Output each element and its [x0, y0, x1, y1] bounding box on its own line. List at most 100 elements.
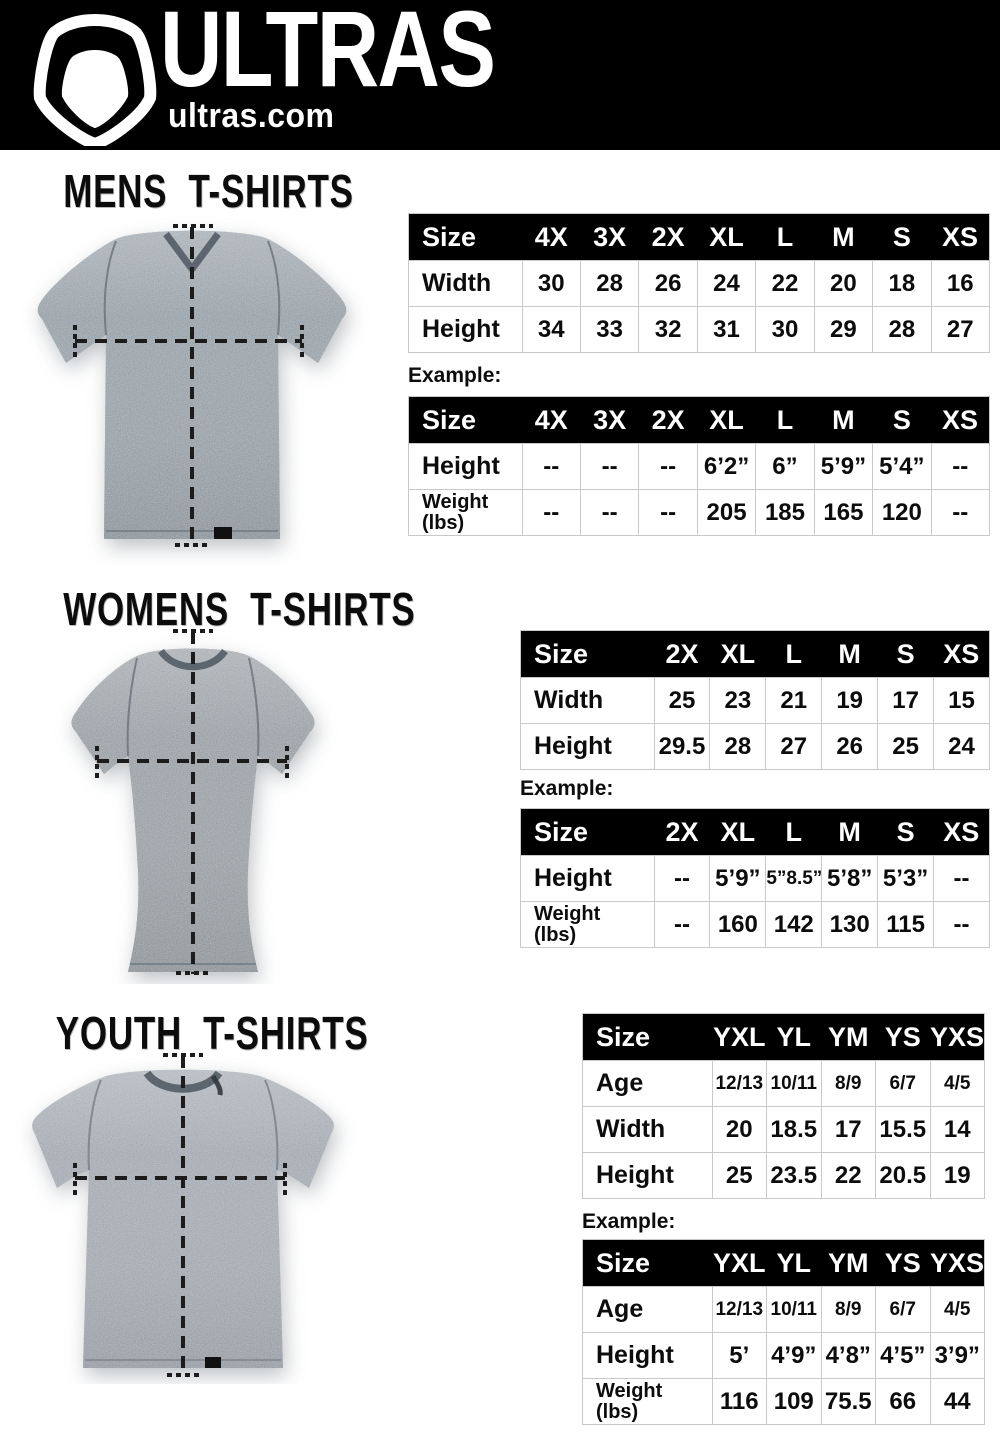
- cell-value: 28: [872, 306, 932, 353]
- cell-value: 130: [821, 901, 879, 948]
- col-header-xs: XS: [933, 808, 990, 856]
- row-label: Height: [408, 306, 523, 353]
- cell-value: 27: [930, 306, 991, 353]
- col-header-xl: XL: [697, 213, 756, 261]
- cell-value: 24: [933, 723, 990, 770]
- table-header-row: Size 2X XL L M S XS: [520, 630, 990, 678]
- mens-tshirt-shape: [37, 230, 347, 539]
- cell-value: 14: [929, 1106, 985, 1153]
- ultras-crest-icon: [33, 14, 157, 146]
- womens-measurement-lines: [95, 629, 289, 975]
- cell-value: 66: [875, 1378, 931, 1425]
- col-header-size: Size: [408, 213, 522, 261]
- mens-example-table: Size 4X 3X 2X XL L M S XS Height -- -- -- 6’2” 6” 5’9” 5…: [408, 396, 991, 536]
- header-bar: ULTRAS ultras.com: [0, 0, 1000, 150]
- cell-value: 6”: [755, 443, 815, 490]
- brand-domain: ultras.com: [168, 97, 335, 135]
- cell-value: 165: [813, 489, 874, 536]
- cell-value: 33: [579, 306, 640, 353]
- col-header-m: M: [814, 396, 873, 444]
- womens-example-table: Size 2X XL L M S XS Height -- 5’9” 5”8.5” 5’8” 5’3” -…: [520, 808, 990, 948]
- cell-value: 12/13: [711, 1286, 767, 1333]
- col-header-l: L: [765, 808, 822, 856]
- cell-value: 75.5: [820, 1378, 876, 1425]
- cell-value: 6/7: [875, 1060, 931, 1107]
- col-header-size: Size: [582, 1239, 712, 1287]
- cell-value: --: [933, 855, 990, 902]
- col-header-ys: YS: [875, 1239, 930, 1287]
- cell-value: 8/9: [820, 1060, 876, 1107]
- col-header-3x: 3X: [580, 213, 639, 261]
- cell-value: 4’5”: [875, 1332, 931, 1379]
- table-row-age: Age 12/13 10/11 8/9 6/7 4/5: [582, 1286, 985, 1333]
- cell-value: 5”8.5”: [765, 855, 822, 902]
- col-header-xs: XS: [933, 630, 990, 678]
- row-label: Width: [520, 677, 655, 724]
- col-header-xl: XL: [709, 808, 766, 856]
- col-header-2x: 2X: [654, 808, 710, 856]
- row-label: Weight (lbs): [582, 1378, 713, 1425]
- row-label: Width: [408, 260, 523, 307]
- col-header-yl: YL: [766, 1013, 821, 1061]
- col-header-xl: XL: [709, 630, 766, 678]
- cell-value: 6/7: [875, 1286, 931, 1333]
- cell-value: 10/11: [766, 1060, 822, 1107]
- col-header-l: L: [765, 630, 822, 678]
- cell-value: 4’8”: [820, 1332, 876, 1379]
- cell-value: 25: [877, 723, 935, 770]
- col-header-l: L: [755, 396, 815, 444]
- col-header-4x: 4X: [522, 213, 581, 261]
- cell-value: 3’9”: [929, 1332, 985, 1379]
- table-row-weight-lbs: Weight (lbs) 116 109 75.5 66 44: [582, 1378, 985, 1425]
- table-header-row: Size 4X 3X 2X XL L M S XS: [408, 396, 990, 444]
- col-header-m: M: [814, 213, 873, 261]
- cell-value: 20.5: [875, 1152, 931, 1199]
- cell-value: 28: [579, 260, 640, 307]
- cell-value: --: [521, 443, 581, 490]
- cell-value: 32: [638, 306, 698, 353]
- col-header-yxl: YXL: [712, 1239, 767, 1287]
- cell-value: --: [521, 489, 581, 536]
- crew-collar: [158, 648, 228, 671]
- cell-value: 23.5: [766, 1152, 822, 1199]
- col-header-2x: 2X: [638, 213, 698, 261]
- cell-value: 27: [765, 723, 823, 770]
- cell-value: 23: [709, 677, 767, 724]
- cell-value: --: [638, 489, 698, 536]
- cell-value: 30: [521, 260, 581, 307]
- col-header-xl: XL: [697, 396, 756, 444]
- col-header-l: L: [755, 213, 815, 261]
- youth-tshirt-image: [32, 1053, 334, 1377]
- mens-size-table: Size 4X 3X 2X XL L M S XS Width 30 28 26 24 22 20 18 16 He…: [408, 213, 991, 353]
- table-row-height: Height 29.5 28 27 26 25 24: [520, 723, 990, 770]
- col-header-m: M: [821, 808, 878, 856]
- cell-value: 5’3”: [877, 855, 935, 902]
- col-header-yxs: YXS: [930, 1239, 985, 1287]
- row-label: Height: [520, 723, 655, 770]
- youth-measurement-lines: [73, 1053, 287, 1377]
- cell-value: 18: [872, 260, 932, 307]
- mens-measurement-lines: [73, 224, 304, 547]
- table-row-height: Height 25 23.5 22 20.5 19: [582, 1152, 985, 1199]
- womens-example-label: Example:: [520, 777, 614, 800]
- row-label: Weight (lbs): [408, 489, 523, 536]
- table-row-weight-lbs: Weight (lbs) -- 160 142 130 115 --: [520, 901, 990, 948]
- hem-tag: [205, 1357, 221, 1368]
- cell-value: 34: [521, 306, 581, 353]
- row-label: Age: [582, 1060, 713, 1107]
- cell-value: 17: [820, 1106, 876, 1153]
- cell-value: 30: [755, 306, 815, 353]
- cell-value: 19: [821, 677, 879, 724]
- col-header-xs: XS: [931, 396, 990, 444]
- cell-value: 12/13: [711, 1060, 767, 1107]
- cell-value: 205: [696, 489, 757, 536]
- row-label: Height: [582, 1332, 713, 1379]
- cell-value: 29.5: [653, 723, 711, 770]
- cell-value: 4’9”: [766, 1332, 822, 1379]
- cell-value: --: [653, 855, 711, 902]
- col-header-s: S: [877, 808, 934, 856]
- cell-value: 5’9”: [709, 855, 767, 902]
- youth-example-table: Size YXL YL YM YS YXS Age 12/13 10/11 8/9 6/7 4/5 He…: [582, 1239, 985, 1425]
- table-header-row: Size 4X 3X 2X XL L M S XS: [408, 213, 990, 261]
